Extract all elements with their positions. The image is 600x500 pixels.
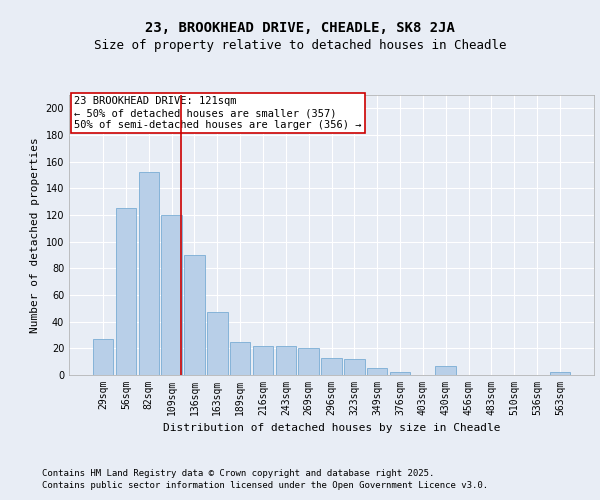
Bar (253, 346, 273, 375)
Bar (367, 368, 388, 375)
Bar (207, 312, 227, 375)
Bar (298, 348, 319, 375)
Text: 23, BROOKHEAD DRIVE, CHEADLE, SK8 2JA: 23, BROOKHEAD DRIVE, CHEADLE, SK8 2JA (145, 20, 455, 34)
Text: Contains public sector information licensed under the Open Government Licence v3: Contains public sector information licen… (42, 482, 488, 490)
Bar (230, 342, 250, 375)
Bar (436, 366, 456, 375)
Bar (275, 346, 296, 375)
Bar (321, 358, 342, 375)
Bar (344, 359, 365, 375)
Text: Size of property relative to detached houses in Cheadle: Size of property relative to detached ho… (94, 38, 506, 52)
Bar (184, 255, 205, 375)
Text: 23 BROOKHEAD DRIVE: 121sqm
← 50% of detached houses are smaller (357)
50% of sem: 23 BROOKHEAD DRIVE: 121sqm ← 50% of deta… (74, 96, 362, 130)
X-axis label: Distribution of detached houses by size in Cheadle: Distribution of detached houses by size … (163, 424, 500, 434)
Bar (116, 208, 136, 375)
Y-axis label: Number of detached properties: Number of detached properties (30, 137, 40, 333)
Bar (390, 372, 410, 375)
Text: Contains HM Land Registry data © Crown copyright and database right 2025.: Contains HM Land Registry data © Crown c… (42, 470, 434, 478)
Bar (550, 372, 570, 375)
Bar (93, 339, 113, 375)
Bar (139, 172, 159, 375)
Bar (161, 215, 182, 375)
